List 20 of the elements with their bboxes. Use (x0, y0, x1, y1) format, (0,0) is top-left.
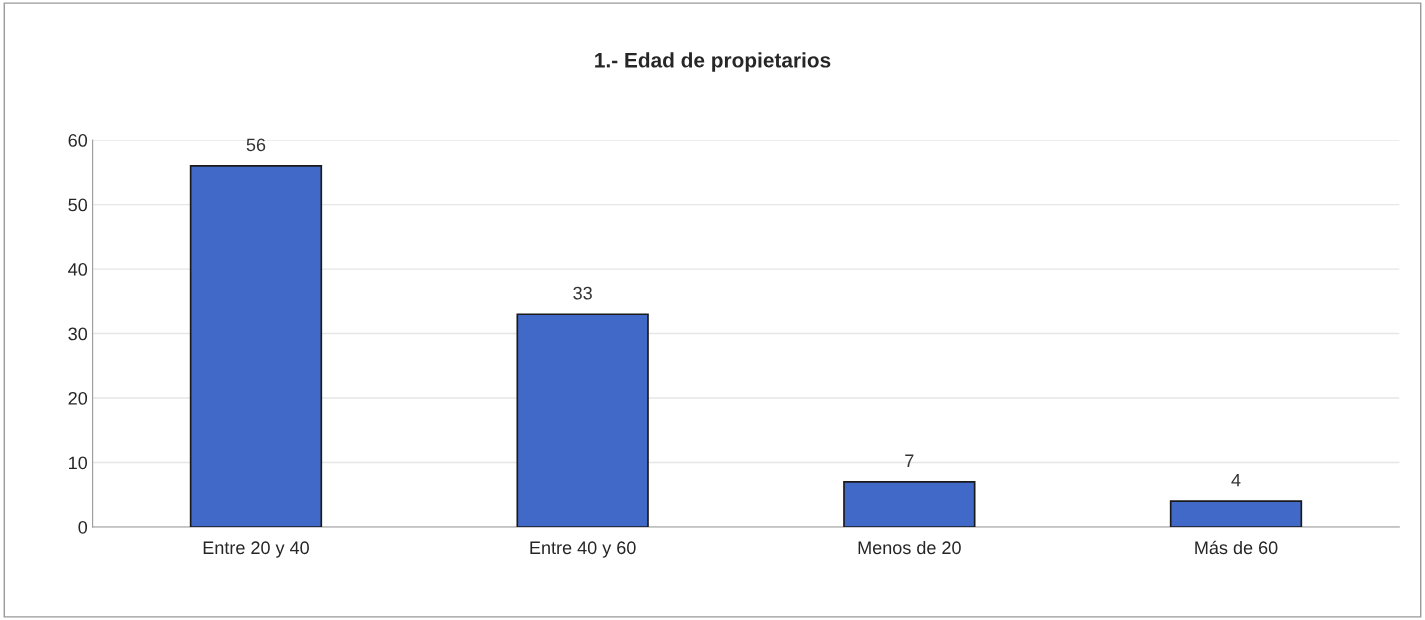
data-label: 4 (1231, 473, 1241, 487)
bar (189, 165, 323, 527)
y-tick-label: 20 (68, 391, 88, 405)
data-label: 56 (246, 138, 266, 152)
data-label: 33 (573, 286, 592, 300)
y-tick-label: 10 (69, 456, 88, 470)
x-tick-label: Menos de 20 (858, 540, 961, 555)
y-tick-label: 50 (68, 198, 88, 212)
data-label: 7 (905, 454, 914, 468)
chart-title: 1.- Edad de propietarios (595, 52, 831, 72)
bar (1169, 500, 1303, 527)
y-tick-label: 60 (68, 134, 88, 147)
y-tick-label: 0 (78, 520, 88, 534)
x-tick-label: Más de 60 (1195, 540, 1278, 555)
y-tick-label: 30 (68, 327, 88, 341)
bar (516, 313, 649, 527)
y-tick-label: 40 (68, 263, 88, 276)
x-tick-label: Entre 40 y 60 (530, 541, 636, 558)
x-tick-label: Entre 20 y 40 (203, 541, 309, 558)
bar (843, 481, 976, 527)
